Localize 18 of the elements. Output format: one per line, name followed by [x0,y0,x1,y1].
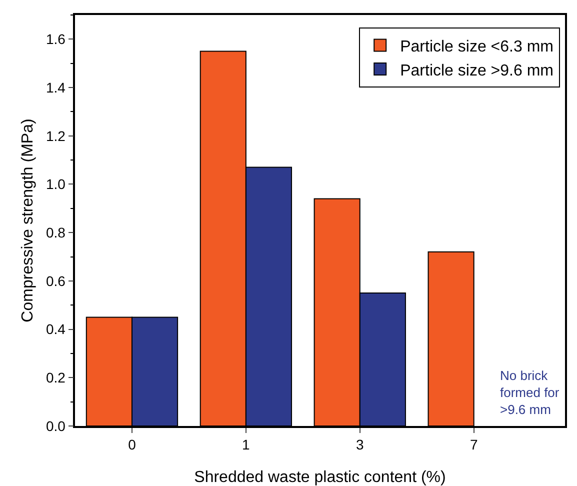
annotation: No brick formed for >9.6 mm [500,368,560,417]
y-tick-label: 1.4 [46,79,66,96]
y-tick-label: 0.2 [46,370,66,386]
x-tick-label: 0 [128,436,136,453]
y-tick-label: 1.6 [46,31,66,48]
x-tick-label: 1 [242,436,250,453]
x-tick-label: 3 [356,436,364,453]
x-axis-title: Shredded waste plastic content (%) [194,469,446,486]
y-tick-label: 1.0 [46,176,66,192]
y-tick-label: 0.4 [46,321,66,338]
y-axis-title: Compressive strength (MPa) [20,118,36,322]
x-tick-label: 7 [470,436,478,453]
y-tick-label: 1.2 [46,128,66,144]
y-tick-label: 0.6 [46,272,66,289]
y-tick-label: 0.0 [46,418,66,434]
legend-label: Particle size >9.6 mm [400,62,554,80]
y-tick-label: 0.8 [46,224,66,240]
legend-label: Particle size <6.3 mm [400,38,554,56]
